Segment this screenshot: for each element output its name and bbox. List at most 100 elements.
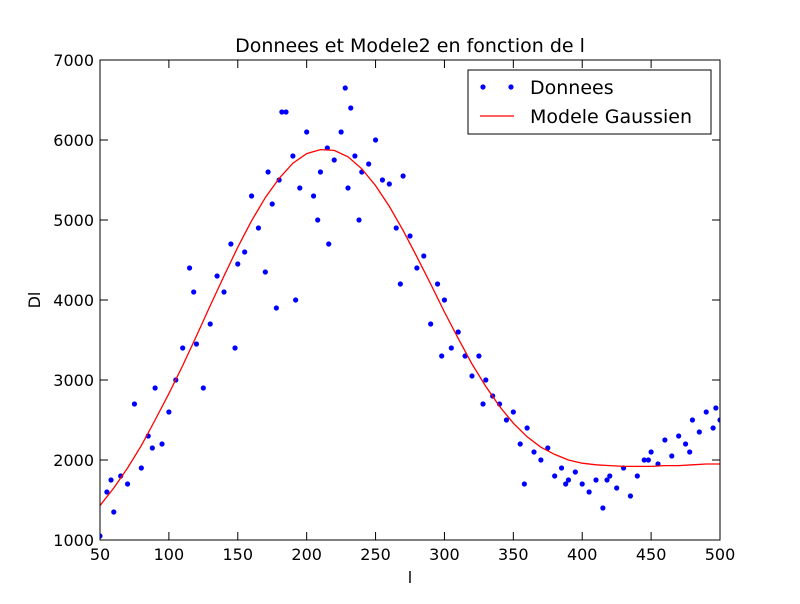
data-point (593, 477, 599, 483)
x-tick-label: 100 (154, 545, 185, 564)
data-point (138, 465, 144, 471)
x-tick-label: 400 (567, 545, 598, 564)
data-point (342, 85, 348, 91)
y-tick-label: 5000 (53, 211, 94, 230)
data-point (545, 445, 551, 451)
data-point (421, 253, 427, 259)
data-point (352, 153, 358, 159)
y-tick-label: 3000 (53, 371, 94, 390)
data-point (348, 105, 354, 111)
data-point (713, 405, 719, 411)
data-point (476, 353, 482, 359)
data-point (448, 345, 454, 351)
data-point (710, 425, 716, 431)
data-point (480, 401, 486, 407)
data-point (262, 269, 268, 275)
x-tick-label: 200 (291, 545, 322, 564)
data-point (400, 173, 406, 179)
data-point (315, 217, 321, 223)
data-point (600, 505, 606, 511)
data-point (517, 441, 523, 447)
data-point (538, 457, 544, 463)
data-point (563, 481, 569, 487)
data-point (304, 129, 310, 135)
data-point (469, 373, 475, 379)
data-point (552, 473, 558, 479)
data-point (503, 417, 510, 423)
data-point (317, 169, 324, 175)
legend-marker (508, 84, 514, 90)
data-point (186, 265, 193, 271)
x-tick-label: 350 (498, 545, 529, 564)
data-point (108, 477, 114, 483)
data-point (290, 153, 296, 159)
data-point (269, 201, 275, 207)
data-point (397, 281, 403, 287)
data-point (703, 409, 709, 415)
y-tick-label: 7000 (53, 51, 94, 70)
data-point (207, 321, 213, 327)
data-point (676, 433, 682, 439)
data-point (696, 429, 702, 435)
plot-area (100, 85, 720, 539)
x-tick-label: 300 (429, 545, 460, 564)
data-point (331, 157, 337, 163)
data-point (326, 241, 332, 247)
plot-frame (99, 59, 721, 541)
legend-box (467, 69, 712, 135)
data-point (279, 109, 285, 115)
x-axis-label: l (408, 568, 412, 587)
data-point (345, 185, 351, 191)
data-point (366, 161, 372, 167)
data-point (439, 353, 445, 359)
data-point (689, 417, 696, 423)
data-point (531, 449, 537, 455)
data-point (104, 489, 110, 495)
data-point (265, 169, 271, 175)
data-point (118, 473, 124, 479)
data-point (648, 449, 654, 455)
x-tick-label: 150 (223, 545, 254, 564)
data-point (645, 457, 651, 463)
data-point (607, 473, 613, 479)
model-line (100, 148, 720, 507)
x-tick-label: 450 (636, 545, 667, 564)
data-point (524, 425, 530, 431)
data-point (100, 533, 103, 539)
y-tick-label: 1000 (53, 531, 94, 550)
data-point (228, 241, 234, 247)
data-point (687, 449, 693, 455)
data-point (407, 233, 413, 239)
data-point (604, 477, 610, 483)
data-point (283, 109, 289, 115)
data-point (255, 225, 262, 231)
data-point (242, 249, 248, 255)
data-point (579, 481, 585, 487)
data-point (200, 385, 206, 391)
data-point (214, 273, 220, 279)
data-point (232, 345, 238, 351)
data-point (662, 437, 668, 443)
data-point (393, 225, 399, 231)
data-point (455, 329, 461, 335)
data-point (521, 481, 527, 487)
data-point (338, 129, 344, 135)
data-point (434, 281, 441, 287)
legend-marker (480, 84, 486, 90)
data-point (565, 477, 572, 483)
data-point (297, 185, 303, 191)
data-point (356, 217, 362, 223)
data-point (124, 481, 131, 487)
data-point (193, 341, 200, 347)
data-point (641, 457, 647, 463)
data-point (111, 509, 117, 515)
data-point (310, 193, 317, 199)
data-point (221, 289, 227, 295)
data-point (131, 401, 138, 407)
legend-label: Modele Gaussien (530, 106, 692, 128)
x-tick-label: 250 (360, 545, 391, 564)
data-point (386, 181, 392, 187)
data-point (149, 445, 155, 451)
data-point (572, 469, 578, 475)
